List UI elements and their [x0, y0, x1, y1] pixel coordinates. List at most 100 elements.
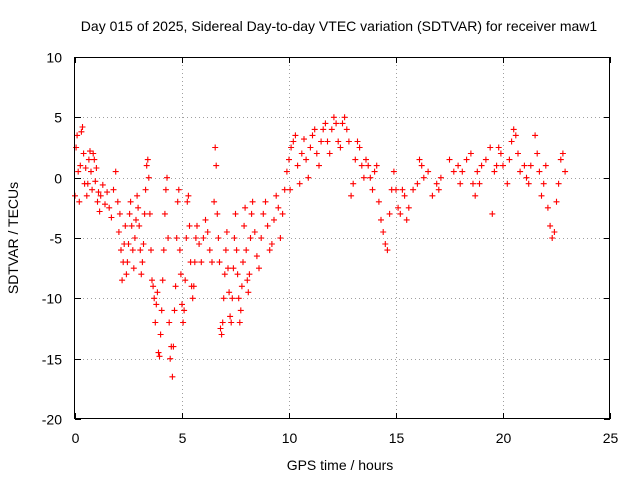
data-point-marker [472, 192, 479, 199]
data-point-marker [141, 210, 148, 217]
y-tick-label: -5 [50, 231, 63, 247]
data-point-marker [247, 235, 254, 241]
data-point-marker [220, 295, 227, 302]
data-point-marker [152, 319, 159, 326]
data-point-marker [236, 319, 243, 326]
data-point-marker [185, 192, 192, 199]
data-point-marker [527, 162, 534, 169]
data-point-marker [470, 180, 476, 187]
data-point-marker [232, 210, 239, 217]
data-point-marker [229, 295, 236, 302]
data-point-marker [268, 241, 275, 247]
data-point-marker [525, 180, 532, 187]
data-point-marker [313, 150, 320, 157]
data-point-marker [298, 150, 305, 157]
y-tick-label: -20 [42, 412, 62, 428]
data-point-marker [240, 259, 246, 266]
data-point-marker [476, 180, 483, 187]
data-point-marker [191, 259, 198, 266]
data-point-marker [75, 168, 82, 175]
data-point-marker [457, 180, 464, 187]
data-point-marker [155, 349, 162, 356]
data-point-marker [237, 307, 244, 314]
data-point-marker [216, 259, 223, 266]
data-point-marker [76, 198, 83, 205]
data-point-marker [260, 210, 267, 217]
data-point-marker [127, 198, 134, 205]
data-point-marker [150, 283, 157, 290]
data-point-marker [500, 162, 506, 169]
data-point-marker [273, 192, 280, 199]
data-point-marker [435, 186, 442, 193]
data-point-marker [170, 343, 177, 350]
data-point-marker [311, 126, 318, 133]
data-point-marker [78, 128, 85, 135]
data-point-marker [463, 156, 470, 163]
data-point-marker [166, 319, 173, 326]
data-point-marker [181, 307, 188, 314]
data-point-marker [386, 210, 393, 217]
data-point-marker [482, 156, 489, 163]
data-point-marker [418, 162, 425, 169]
data-point-marker [164, 174, 170, 181]
data-point-marker [137, 247, 144, 254]
data-point-marker [223, 229, 230, 235]
data-point-marker [547, 222, 554, 229]
data-point-marker [290, 138, 297, 145]
data-point-marker [235, 295, 242, 302]
data-point-marker [91, 156, 98, 163]
data-point-marker [226, 289, 233, 296]
data-point-marker [356, 144, 363, 151]
data-point-marker [521, 162, 528, 169]
data-point-marker [92, 178, 99, 185]
data-point-marker [365, 162, 372, 169]
data-point-marker [230, 265, 237, 272]
data-point-marker [395, 204, 402, 211]
data-point-marker [245, 289, 252, 296]
data-point-marker [173, 235, 180, 241]
data-point-marker [158, 307, 165, 314]
data-point-marker [244, 277, 251, 284]
y-axis-label: SDTVAR / TECUs [5, 182, 21, 294]
data-point-marker [397, 210, 404, 217]
data-point-marker [258, 235, 265, 241]
x-axis-label: GPS time / hours [287, 457, 394, 473]
data-point-marker [363, 156, 369, 163]
data-point-marker [248, 210, 255, 217]
data-point-marker [77, 162, 84, 169]
x-tick-label: 20 [496, 430, 512, 446]
data-point-marker [136, 222, 143, 229]
data-point-marker [271, 216, 277, 223]
data-point-marker [283, 168, 290, 175]
data-point-marker [437, 174, 444, 181]
y-tick-label: -10 [42, 291, 62, 307]
data-point-marker [161, 210, 168, 217]
data-point-marker [89, 186, 96, 193]
data-point-marker [231, 235, 238, 241]
data-point-marker [266, 247, 273, 254]
data-point-marker [175, 186, 182, 193]
data-point-marker [156, 353, 163, 360]
data-point-marker [348, 192, 355, 199]
data-point-marker [322, 120, 329, 127]
data-point-marker [97, 192, 104, 199]
data-point-marker [119, 277, 126, 284]
data-point-marker [375, 198, 382, 205]
data-point-marker [219, 319, 226, 326]
data-point-marker [192, 235, 199, 241]
data-point-marker [221, 271, 228, 278]
data-point-marker [309, 132, 316, 139]
grid [75, 57, 611, 420]
data-point-marker [305, 174, 312, 181]
data-point-marker [84, 180, 91, 187]
data-point-marker [198, 259, 205, 266]
data-point-marker [459, 168, 466, 175]
data-point-marker [497, 150, 504, 157]
data-point-marker [373, 162, 380, 169]
data-point-marker [212, 144, 219, 151]
data-point-marker [88, 168, 94, 175]
data-point-marker [154, 289, 161, 296]
data-point-marker [523, 174, 530, 181]
data-point-marker [112, 168, 119, 175]
data-points [72, 114, 569, 380]
